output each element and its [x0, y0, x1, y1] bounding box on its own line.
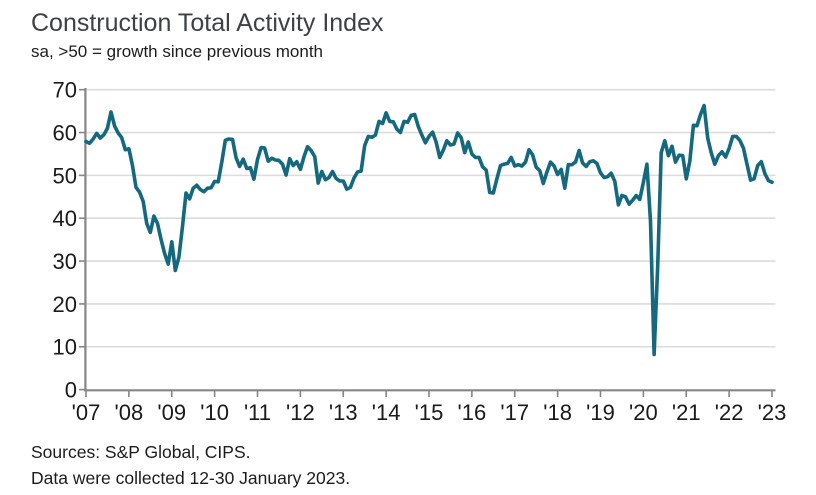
x-tick-label: '14	[372, 400, 401, 425]
x-tick-label: '19	[586, 400, 615, 425]
sources-note: Sources: S&P Global, CIPS.	[31, 442, 251, 462]
x-tick-label: '12	[286, 400, 315, 425]
collection-note: Data were collected 12-30 January 2023.	[31, 468, 351, 488]
x-tick-label: '23	[758, 400, 787, 425]
x-tick-label: '13	[329, 400, 358, 425]
y-tick-label: 50	[53, 163, 77, 188]
y-tick-label: 20	[53, 292, 77, 317]
x-tick-label: '18	[543, 400, 572, 425]
x-tick-label: '10	[200, 400, 229, 425]
x-tick-label: '09	[157, 400, 186, 425]
y-tick-label: 70	[53, 78, 77, 103]
y-tick-label: 0	[65, 378, 77, 403]
page-title: Construction Total Activity Index	[31, 9, 384, 37]
x-tick-label: '16	[458, 400, 487, 425]
y-tick-label: 10	[53, 335, 77, 360]
y-tick-label: 30	[53, 249, 77, 274]
y-tick-label: 60	[53, 120, 77, 145]
x-tick-label: '17	[500, 400, 529, 425]
x-tick-label: '21	[672, 400, 701, 425]
x-tick-label: '15	[415, 400, 444, 425]
x-tick-label: '20	[629, 400, 658, 425]
x-tick-label: '11	[244, 400, 271, 425]
x-tick-label: '07	[72, 400, 101, 425]
y-tick-label: 40	[53, 206, 77, 231]
x-tick-label: '08	[115, 400, 144, 425]
series-line	[84, 103, 774, 357]
x-tick-label: '22	[715, 400, 744, 425]
page-subtitle: sa, >50 = growth since previous month	[31, 42, 323, 61]
